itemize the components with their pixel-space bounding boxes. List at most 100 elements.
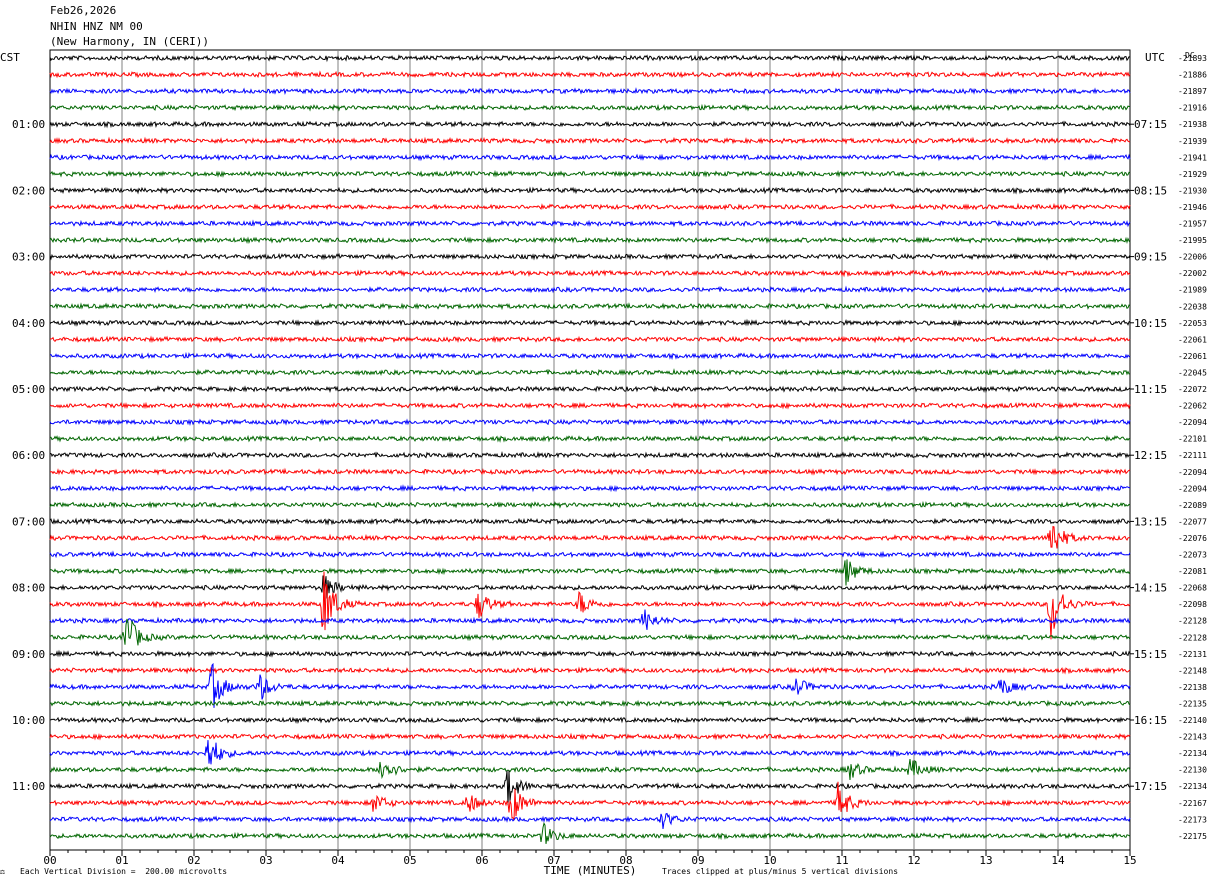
dc-offset-label: -22062	[1178, 402, 1207, 411]
seismic-trace	[50, 169, 1131, 178]
dc-offset-label: -21939	[1178, 137, 1207, 146]
left-time-label: 11:00	[12, 780, 45, 793]
dc-offset-label: -22002	[1178, 269, 1207, 278]
dc-offset-label: -22061	[1178, 352, 1207, 361]
dc-offset-label: -21941	[1178, 153, 1207, 162]
right-time-label: 10:15	[1134, 317, 1167, 330]
dc-offset-label: -22053	[1178, 319, 1207, 328]
header-date: Feb26,2026	[50, 4, 117, 17]
dc-offset-label: -22134	[1178, 782, 1207, 791]
dc-offset-label: -22167	[1178, 799, 1207, 808]
seismic-trace	[49, 368, 1131, 376]
seismic-trace	[49, 770, 1131, 806]
dc-offset-label: -22077	[1178, 517, 1207, 526]
seismic-trace	[49, 103, 1131, 112]
x-tick-label: 12	[907, 854, 920, 867]
seismic-trace	[49, 87, 1131, 96]
x-tick-label: 04	[331, 854, 345, 867]
right-time-label: 13:15	[1134, 515, 1167, 528]
x-tick-label: 11	[835, 854, 848, 867]
seismic-trace	[49, 120, 1131, 129]
seismic-trace	[49, 54, 1131, 63]
right-time-label: 08:15	[1134, 184, 1167, 197]
seismic-trace	[49, 559, 1131, 586]
x-tick-label: 10	[763, 854, 776, 867]
x-tick-label: 15	[1123, 854, 1136, 867]
dc-offset-label: -22134	[1178, 749, 1207, 758]
seismic-trace	[49, 302, 1131, 311]
header-station: NHIN HNZ NM 00	[50, 20, 143, 33]
x-tick-label: 06	[475, 854, 488, 867]
seismic-trace	[49, 219, 1131, 228]
dc-offset-label: -21930	[1178, 186, 1207, 195]
seismic-trace	[49, 732, 1131, 741]
seismic-trace	[50, 618, 1131, 646]
seismic-trace	[49, 609, 1131, 630]
header-location: (New Harmony, IN (CERI))	[50, 35, 209, 48]
seismic-trace	[49, 699, 1131, 708]
x-tick-label: 03	[259, 854, 272, 867]
dc-offset-label: -22130	[1178, 766, 1207, 775]
right-time-label: 14:15	[1134, 582, 1167, 595]
x-tick-label: 13	[979, 854, 992, 867]
x-tick-label: 09	[691, 854, 704, 867]
seismic-trace	[49, 70, 1131, 79]
seismic-trace	[49, 136, 1131, 145]
seismic-trace	[49, 740, 1131, 765]
seismic-trace	[49, 285, 1131, 294]
seismic-trace	[49, 236, 1131, 244]
right-timezone-label: UTC	[1145, 51, 1165, 64]
x-tick-label: 02	[187, 854, 200, 867]
dc-offset-label: -22135	[1178, 699, 1207, 708]
dc-offset-label: -21989	[1178, 286, 1207, 295]
dc-offset-label: -21995	[1178, 236, 1207, 245]
dc-offset-label: -22045	[1178, 368, 1207, 377]
right-time-label: 17:15	[1134, 780, 1167, 793]
dc-header: DC	[1185, 51, 1195, 60]
dc-offset-label: -22068	[1178, 584, 1207, 593]
seismic-trace	[49, 401, 1131, 410]
x-axis-title: TIME (MINUTES)	[544, 864, 637, 877]
dc-offset-label: -22038	[1178, 302, 1207, 311]
x-tick-label: 01	[115, 854, 128, 867]
clip-note: Traces clipped at plus/minus 5 vertical …	[662, 867, 899, 876]
dc-offset-label: -22143	[1178, 733, 1207, 742]
seismic-trace	[49, 500, 1131, 509]
dc-offset-label: -22098	[1178, 600, 1207, 609]
dc-offset-label: -22073	[1178, 551, 1207, 560]
dc-offset-label: -22006	[1178, 253, 1207, 262]
seismic-trace	[49, 550, 1131, 559]
seismic-trace	[49, 484, 1131, 493]
seismic-trace	[49, 153, 1131, 162]
seismic-trace	[49, 418, 1131, 427]
dc-offset-label: -22131	[1178, 650, 1207, 659]
dc-offset-label: -22128	[1178, 633, 1207, 642]
seismic-trace	[49, 252, 1131, 261]
seismic-trace	[49, 822, 1131, 844]
seismic-trace	[49, 662, 1131, 708]
seismic-trace	[49, 649, 1131, 658]
dc-offset-label: -22094	[1178, 468, 1207, 477]
seismic-trace	[49, 467, 1131, 476]
left-time-label: 03:00	[12, 251, 45, 264]
seismic-trace	[49, 318, 1131, 327]
x-tick-label: 07	[547, 854, 560, 867]
left-timezone-label: CST	[0, 51, 20, 64]
scale-note: Each Vertical Division = 200.00 microvol…	[20, 867, 228, 876]
dc-offset-label: -22138	[1178, 683, 1207, 692]
dc-offset-label: -21946	[1178, 203, 1207, 212]
right-time-label: 11:15	[1134, 383, 1167, 396]
left-time-label: 09:00	[12, 648, 45, 661]
plot-frame	[49, 49, 1131, 851]
dc-offset-label: -21886	[1178, 71, 1207, 80]
left-time-label: 06:00	[12, 449, 45, 462]
seismic-trace	[50, 335, 1131, 344]
seismic-trace	[49, 186, 1131, 195]
right-time-label: 16:15	[1134, 714, 1167, 727]
dc-offset-label: -22072	[1178, 385, 1207, 394]
dc-offset-label: -22101	[1178, 435, 1207, 444]
right-time-label: 07:15	[1134, 118, 1167, 131]
dc-offset-label: -21897	[1178, 87, 1207, 96]
dc-offset-label: -22081	[1178, 567, 1207, 576]
right-time-label: 12:15	[1134, 449, 1167, 462]
